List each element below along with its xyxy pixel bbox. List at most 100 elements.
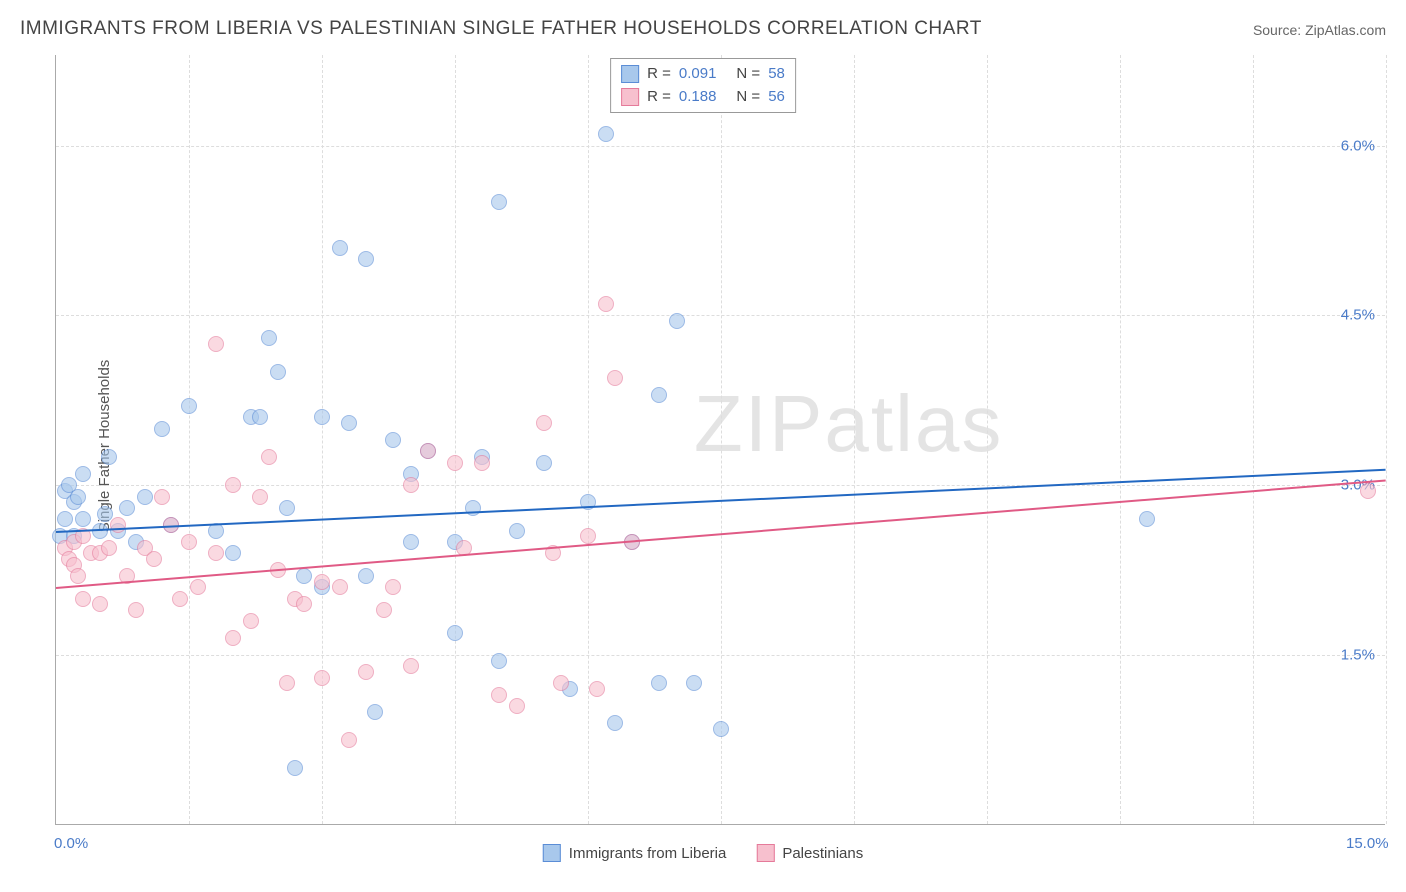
grid-line-v [588, 55, 589, 824]
scatter-point [332, 240, 348, 256]
scatter-point [474, 455, 490, 471]
scatter-point [75, 466, 91, 482]
scatter-point [686, 675, 702, 691]
scatter-point [190, 579, 206, 595]
scatter-point [332, 579, 348, 595]
legend-swatch [756, 844, 774, 862]
scatter-point [509, 698, 525, 714]
chart-container: IMMIGRANTS FROM LIBERIA VS PALESTINIAN S… [0, 0, 1406, 892]
scatter-point [314, 670, 330, 686]
scatter-point [181, 398, 197, 414]
scatter-point [607, 370, 623, 386]
scatter-point [403, 534, 419, 550]
scatter-point [261, 449, 277, 465]
scatter-point [110, 517, 126, 533]
scatter-point [261, 330, 277, 346]
x-tick-label: 0.0% [54, 835, 88, 852]
scatter-point [92, 596, 108, 612]
grid-line-v [455, 55, 456, 824]
scatter-point [270, 364, 286, 380]
scatter-point [509, 523, 525, 539]
scatter-point [97, 506, 113, 522]
legend-r-label: R = [647, 63, 671, 86]
legend-swatch [543, 844, 561, 862]
legend-r-label: R = [647, 86, 671, 109]
watermark: ZIPatlas [694, 378, 1003, 470]
legend-label: Palestinians [782, 845, 863, 862]
scatter-point [403, 477, 419, 493]
y-tick-label: 4.5% [1341, 307, 1375, 324]
chart-source: Source: ZipAtlas.com [1253, 22, 1386, 38]
scatter-point [296, 568, 312, 584]
scatter-point [403, 658, 419, 674]
scatter-point [279, 500, 295, 516]
scatter-point [341, 732, 357, 748]
scatter-point [101, 449, 117, 465]
scatter-point [385, 432, 401, 448]
scatter-point [447, 625, 463, 641]
scatter-point [1139, 511, 1155, 527]
scatter-point [137, 489, 153, 505]
legend-correlation-box: R = 0.091N = 58R = 0.188 N = 56 [610, 58, 796, 113]
grid-line-v [721, 55, 722, 824]
grid-line-v [854, 55, 855, 824]
scatter-point [447, 455, 463, 471]
grid-line-v [1253, 55, 1254, 824]
grid-line-v [987, 55, 988, 824]
legend-r-value: 0.188 [679, 86, 717, 109]
scatter-point [589, 681, 605, 697]
scatter-point [154, 489, 170, 505]
scatter-point [296, 596, 312, 612]
scatter-point [651, 675, 667, 691]
grid-line-v [189, 55, 190, 824]
scatter-point [252, 489, 268, 505]
scatter-point [243, 613, 259, 629]
scatter-point [75, 511, 91, 527]
plot-area: ZIPatlas 1.5%3.0%4.5%6.0%0.0%15.0% [55, 55, 1385, 825]
scatter-point [279, 675, 295, 691]
legend-n-value: 58 [768, 63, 785, 86]
legend-n-value: 56 [768, 86, 785, 109]
legend-item: Immigrants from Liberia [543, 844, 727, 862]
scatter-point [580, 528, 596, 544]
legend-label: Immigrants from Liberia [569, 845, 727, 862]
y-tick-label: 1.5% [1341, 647, 1375, 664]
grid-line-v [1120, 55, 1121, 824]
scatter-point [208, 336, 224, 352]
scatter-point [314, 409, 330, 425]
legend-stat-row: R = 0.091N = 58 [621, 63, 785, 86]
scatter-point [358, 664, 374, 680]
scatter-point [598, 126, 614, 142]
scatter-point [491, 194, 507, 210]
scatter-point [669, 313, 685, 329]
legend-n-label: N = [736, 63, 760, 86]
scatter-point [119, 500, 135, 516]
scatter-point [146, 551, 162, 567]
grid-line-v [1386, 55, 1387, 824]
scatter-point [57, 511, 73, 527]
scatter-point [181, 534, 197, 550]
scatter-point [225, 477, 241, 493]
scatter-point [358, 568, 374, 584]
scatter-point [70, 489, 86, 505]
scatter-point [341, 415, 357, 431]
scatter-point [376, 602, 392, 618]
x-tick-label: 15.0% [1346, 835, 1389, 852]
scatter-point [367, 704, 383, 720]
scatter-point [536, 415, 552, 431]
scatter-point [101, 540, 117, 556]
scatter-point [154, 421, 170, 437]
scatter-point [607, 715, 623, 731]
scatter-point [287, 760, 303, 776]
legend-item: Palestinians [756, 844, 863, 862]
scatter-point [314, 574, 330, 590]
scatter-point [491, 653, 507, 669]
scatter-point [651, 387, 667, 403]
legend-series: Immigrants from Liberia Palestinians [543, 844, 863, 862]
scatter-point [358, 251, 374, 267]
scatter-point [75, 591, 91, 607]
scatter-point [536, 455, 552, 471]
scatter-point [1360, 483, 1376, 499]
scatter-point [491, 687, 507, 703]
legend-swatch [621, 88, 639, 106]
